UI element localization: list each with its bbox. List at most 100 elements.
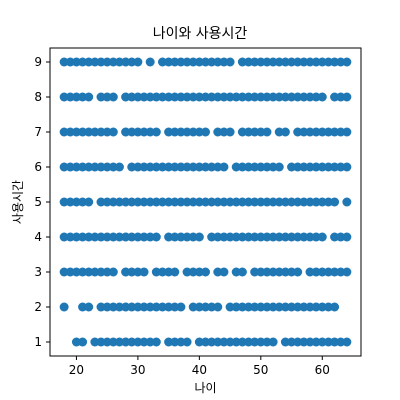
data-point xyxy=(274,92,284,102)
data-point xyxy=(280,92,290,102)
data-point xyxy=(71,127,81,137)
data-point xyxy=(274,197,284,207)
data-point xyxy=(225,232,235,242)
data-points xyxy=(59,57,352,347)
data-point xyxy=(244,232,254,242)
data-point xyxy=(194,302,204,312)
data-point xyxy=(280,337,290,347)
data-point xyxy=(71,162,81,172)
data-point xyxy=(96,197,106,207)
data-point xyxy=(145,302,155,312)
data-point xyxy=(231,267,241,277)
data-point xyxy=(219,162,229,172)
data-point xyxy=(201,197,210,207)
y-tick-label: 2 xyxy=(34,300,42,314)
data-point xyxy=(330,302,340,312)
data-point xyxy=(176,302,186,312)
data-point xyxy=(170,337,180,347)
data-point xyxy=(231,337,241,347)
data-point xyxy=(213,57,223,67)
data-point xyxy=(262,162,272,172)
data-point xyxy=(323,162,333,172)
data-point xyxy=(71,197,81,207)
data-point xyxy=(250,302,260,312)
data-point xyxy=(293,162,303,172)
data-point xyxy=(311,127,321,137)
data-point xyxy=(164,127,174,137)
data-point xyxy=(213,197,223,207)
x-tick-label: 50 xyxy=(253,363,268,377)
data-point xyxy=(317,232,327,242)
data-point xyxy=(231,197,241,207)
data-point xyxy=(65,267,75,277)
data-point xyxy=(225,302,235,312)
data-point xyxy=(244,57,254,67)
data-point xyxy=(164,232,174,242)
data-point xyxy=(71,232,81,242)
data-point xyxy=(65,162,75,172)
data-point xyxy=(250,92,260,102)
y-tick-label: 9 xyxy=(34,55,42,69)
data-point xyxy=(293,267,303,277)
data-point xyxy=(182,267,192,277)
data-point xyxy=(133,337,143,347)
data-point xyxy=(323,267,333,277)
data-point xyxy=(299,127,309,137)
data-point xyxy=(182,92,192,102)
data-point xyxy=(201,267,210,277)
y-tick-label: 4 xyxy=(34,230,42,244)
data-point xyxy=(201,57,210,67)
data-point xyxy=(182,162,192,172)
x-tick-label: 30 xyxy=(130,363,145,377)
data-point xyxy=(342,162,352,172)
x-tick-label: 20 xyxy=(69,363,84,377)
data-point xyxy=(84,57,94,67)
data-point xyxy=(262,337,272,347)
data-point xyxy=(330,92,340,102)
data-point xyxy=(299,92,309,102)
data-point xyxy=(102,302,112,312)
data-point xyxy=(250,232,260,242)
data-point xyxy=(330,337,340,347)
data-point xyxy=(170,162,180,172)
data-point xyxy=(71,92,81,102)
data-point xyxy=(299,162,309,172)
data-point xyxy=(293,337,303,347)
data-point xyxy=(311,197,321,207)
data-point xyxy=(280,302,290,312)
data-point xyxy=(225,57,235,67)
data-point xyxy=(170,267,180,277)
data-point xyxy=(268,337,278,347)
data-point xyxy=(231,302,241,312)
data-point xyxy=(280,232,290,242)
data-point xyxy=(262,57,272,67)
data-point xyxy=(231,92,241,102)
data-point xyxy=(114,197,124,207)
data-point xyxy=(244,92,254,102)
data-point xyxy=(311,232,321,242)
data-point xyxy=(121,267,131,277)
data-point xyxy=(262,197,272,207)
y-axis-label: 사용시간 xyxy=(11,180,25,224)
data-point xyxy=(330,162,340,172)
data-point xyxy=(151,302,161,312)
data-point xyxy=(213,127,223,137)
data-point xyxy=(274,162,284,172)
data-point xyxy=(219,267,229,277)
data-point xyxy=(145,127,155,137)
data-point xyxy=(108,92,118,102)
data-point xyxy=(164,162,174,172)
data-point xyxy=(145,337,155,347)
data-point xyxy=(96,232,106,242)
data-point xyxy=(102,127,112,137)
data-point xyxy=(96,127,106,137)
data-point xyxy=(213,92,223,102)
data-point xyxy=(84,92,94,102)
y-tick-label: 7 xyxy=(34,125,42,139)
chart-title: 나이와 사용시간 xyxy=(153,26,248,42)
data-point xyxy=(114,232,124,242)
data-point xyxy=(244,337,254,347)
data-point xyxy=(293,92,303,102)
data-point xyxy=(121,197,131,207)
data-point xyxy=(311,162,321,172)
